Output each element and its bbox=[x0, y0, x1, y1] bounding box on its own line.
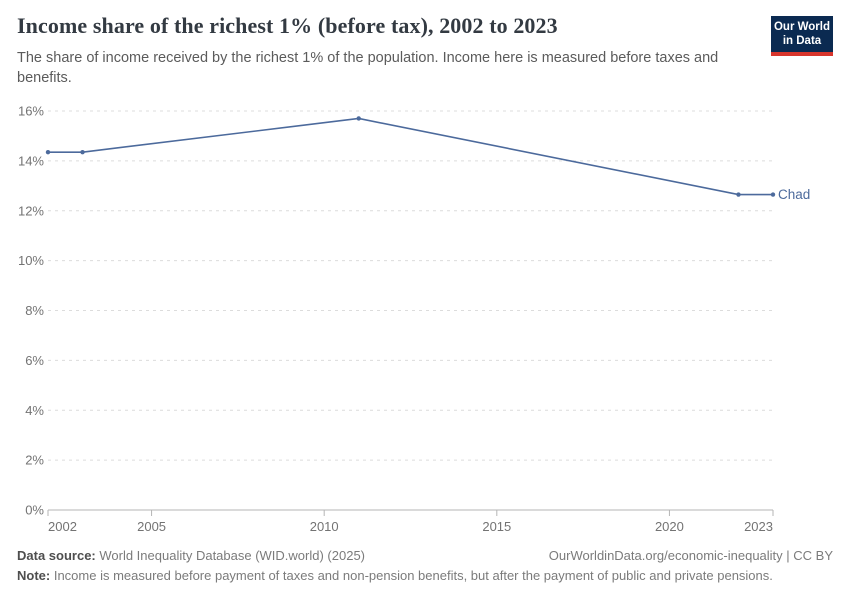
y-tick-label-2pct: 2% bbox=[25, 453, 44, 468]
data-source: Data source: World Inequality Database (… bbox=[17, 546, 365, 566]
chart-footer: Data source: World Inequality Database (… bbox=[17, 546, 833, 586]
owid-logo-line2: in Data bbox=[782, 35, 822, 48]
y-tick-label-14pct: 14% bbox=[18, 153, 44, 168]
x-tick-label-2020: 2020 bbox=[655, 519, 684, 534]
x-tick-label-2002: 2002 bbox=[48, 519, 77, 534]
entity-label-chad[interactable]: Chad bbox=[778, 187, 810, 202]
data-point-2002[interactable] bbox=[45, 149, 51, 155]
x-tick-label-2010: 2010 bbox=[310, 519, 339, 534]
y-tick-label-6pct: 6% bbox=[25, 353, 44, 368]
owid-logo[interactable]: Our World in Data bbox=[771, 16, 833, 56]
data-source-label: Data source: bbox=[17, 548, 96, 563]
chart-header: Income share of the richest 1% (before t… bbox=[17, 13, 833, 88]
y-tick-label-4pct: 4% bbox=[25, 403, 44, 418]
chart-subtitle: The share of income received by the rich… bbox=[17, 50, 719, 86]
x-tick-label-2005: 2005 bbox=[137, 519, 166, 534]
owid-logo-accent-bar bbox=[771, 51, 833, 56]
y-tick-label-8pct: 8% bbox=[25, 303, 44, 318]
y-tick-label-12pct: 12% bbox=[18, 203, 44, 218]
owid-logo-text: Our World in Data bbox=[771, 16, 833, 52]
owid-logo-line1: Our World bbox=[773, 21, 830, 33]
y-tick-label-0pct: 0% bbox=[25, 503, 44, 518]
data-point-2011[interactable] bbox=[356, 116, 361, 121]
data-point-2022[interactable] bbox=[736, 192, 741, 197]
x-tick-label-2023: 2023 bbox=[744, 519, 773, 534]
y-tick-label-16pct: 16% bbox=[18, 104, 44, 119]
x-tick-label-2015: 2015 bbox=[482, 519, 511, 534]
data-source-text: World Inequality Database (WID.world) (2… bbox=[95, 548, 366, 563]
chart-title: Income share of the richest 1% (before t… bbox=[17, 13, 558, 38]
y-tick-label-10pct: 10% bbox=[18, 253, 44, 268]
data-point-2003[interactable] bbox=[80, 149, 85, 155]
data-point-2023[interactable] bbox=[770, 192, 776, 197]
license-link[interactable]: OurWorldinData.org/economic-inequality |… bbox=[548, 548, 833, 563]
chart-note-label: Note: bbox=[17, 568, 51, 584]
chart-note-text: Income is measured before payment of tax… bbox=[50, 568, 773, 584]
chart-note: Note: Income is measured before payment … bbox=[17, 566, 773, 586]
chart-line-chad[interactable] bbox=[48, 117, 773, 196]
